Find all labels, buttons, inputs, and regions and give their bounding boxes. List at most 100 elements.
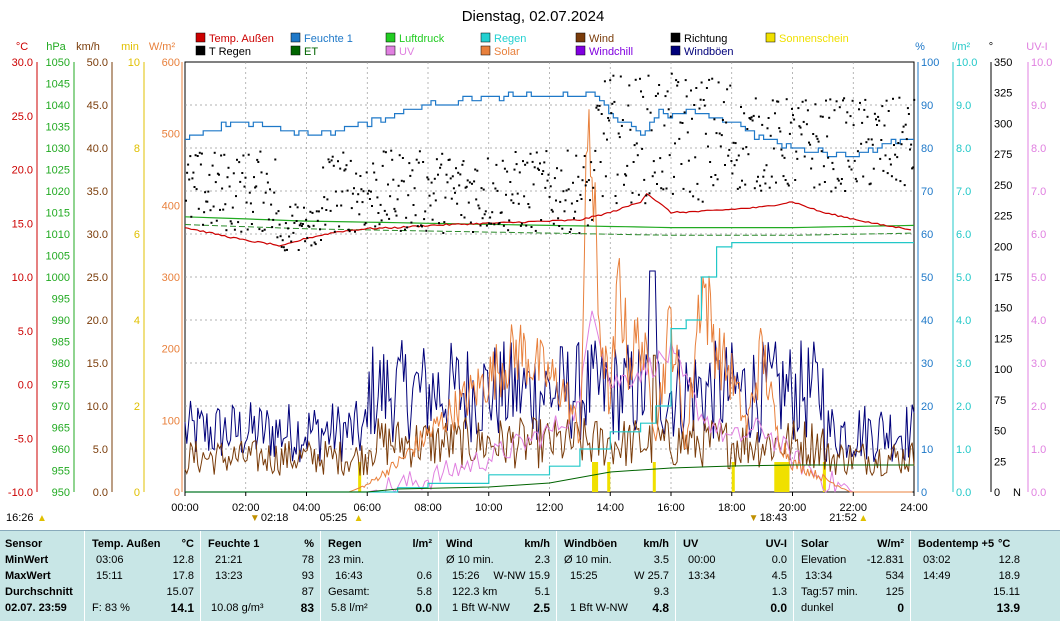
direction-point xyxy=(446,181,449,184)
direction-point xyxy=(248,191,251,194)
direction-point xyxy=(599,161,602,163)
direction-point xyxy=(781,154,784,157)
direction-point xyxy=(798,125,801,128)
direction-point xyxy=(273,191,276,194)
axis-tick-label: 500 xyxy=(162,129,180,141)
direction-point xyxy=(266,181,269,184)
direction-point xyxy=(194,154,197,157)
direction-point xyxy=(518,171,521,174)
direction-point xyxy=(523,195,526,198)
direction-point xyxy=(460,214,463,216)
row-label: Durchschnitt xyxy=(5,586,73,598)
direction-point xyxy=(426,176,429,179)
current-value: 0.0 xyxy=(770,601,787,615)
axis-tick-label: 25.0 xyxy=(12,111,33,123)
direction-point xyxy=(741,179,743,182)
direction-point xyxy=(775,181,777,184)
direction-point xyxy=(522,160,524,163)
direction-point xyxy=(732,141,735,144)
direction-point xyxy=(411,169,414,172)
direction-point xyxy=(586,224,589,227)
direction-point xyxy=(629,128,632,131)
legend-swatch xyxy=(765,32,776,43)
direction-point xyxy=(626,164,629,167)
direction-point xyxy=(705,87,708,89)
axis-tick-label: 200 xyxy=(994,241,1012,253)
max-time: 15:26 xyxy=(452,570,480,582)
direction-point xyxy=(820,150,823,153)
direction-point xyxy=(481,217,484,220)
direction-point xyxy=(310,244,313,247)
direction-point xyxy=(405,216,408,219)
legend-swatch xyxy=(290,45,301,56)
direction-point xyxy=(846,111,849,114)
direction-point xyxy=(731,172,734,175)
direction-point xyxy=(608,119,611,122)
axis-tick-label: 970 xyxy=(52,401,70,413)
sunshine-bar xyxy=(607,462,611,492)
max-time: 13:23 xyxy=(215,570,243,582)
direction-point xyxy=(593,169,596,172)
axis-tick-label: 600 xyxy=(162,57,180,69)
direction-point xyxy=(484,210,487,213)
direction-point xyxy=(477,204,480,207)
direction-point xyxy=(227,166,230,169)
direction-point xyxy=(735,159,738,162)
direction-point xyxy=(353,187,355,190)
direction-point xyxy=(293,221,296,224)
direction-point xyxy=(890,175,893,178)
direction-point xyxy=(242,154,245,157)
direction-point xyxy=(380,219,383,222)
direction-point xyxy=(616,173,619,176)
direction-point xyxy=(344,168,347,171)
direction-point xyxy=(884,154,887,157)
direction-point xyxy=(536,167,539,170)
direction-point xyxy=(821,115,824,118)
table-col-sensor: Sensor MinWert MaxWert Durchschnitt 02.0… xyxy=(0,531,84,621)
direction-point xyxy=(510,199,513,202)
series-temp xyxy=(184,192,912,247)
direction-point xyxy=(620,124,623,127)
direction-point xyxy=(752,114,755,117)
direction-point xyxy=(751,119,754,122)
direction-point xyxy=(205,200,208,203)
avg-value: 125 xyxy=(885,586,904,598)
direction-point xyxy=(619,75,622,78)
direction-point xyxy=(596,104,599,107)
direction-point xyxy=(466,179,469,182)
legend-label: ET xyxy=(304,46,318,58)
avg-value: 15.07 xyxy=(166,586,194,598)
direction-point xyxy=(896,156,899,159)
sunset-time: 21:52 xyxy=(829,512,857,524)
direction-point xyxy=(792,114,794,117)
direction-point xyxy=(609,79,612,82)
direction-point xyxy=(786,182,789,185)
direction-point xyxy=(296,206,299,209)
axis-tick-label: 8.0 xyxy=(956,143,971,155)
direction-point xyxy=(574,210,577,213)
direction-point xyxy=(200,152,203,155)
col-unit: °C xyxy=(181,538,194,550)
elevation-value: -12.831 xyxy=(866,554,904,566)
direction-point xyxy=(806,109,809,112)
axis-tick-label: 10.0 xyxy=(12,272,33,284)
direction-point xyxy=(548,195,551,198)
direction-point xyxy=(811,157,814,160)
axis-tick-label: 350 xyxy=(994,57,1012,69)
direction-point xyxy=(845,121,848,124)
total-value: 5.8 xyxy=(416,586,432,598)
direction-point xyxy=(719,145,722,148)
legend-swatch xyxy=(575,32,586,43)
direction-point xyxy=(780,148,783,151)
direction-point xyxy=(452,187,455,190)
direction-point xyxy=(844,190,847,192)
direction-point xyxy=(491,211,494,214)
axis-tick-label: 4.0 xyxy=(956,315,971,327)
legend-label: Feuchte 1 xyxy=(304,33,353,45)
direction-point xyxy=(402,180,405,183)
col-header: UV xyxy=(683,538,699,550)
min-value: 12.8 xyxy=(172,554,194,566)
axis-tick-label: 150 xyxy=(994,303,1012,315)
direction-point xyxy=(573,217,575,220)
max-value: W 25.7 xyxy=(634,570,669,582)
